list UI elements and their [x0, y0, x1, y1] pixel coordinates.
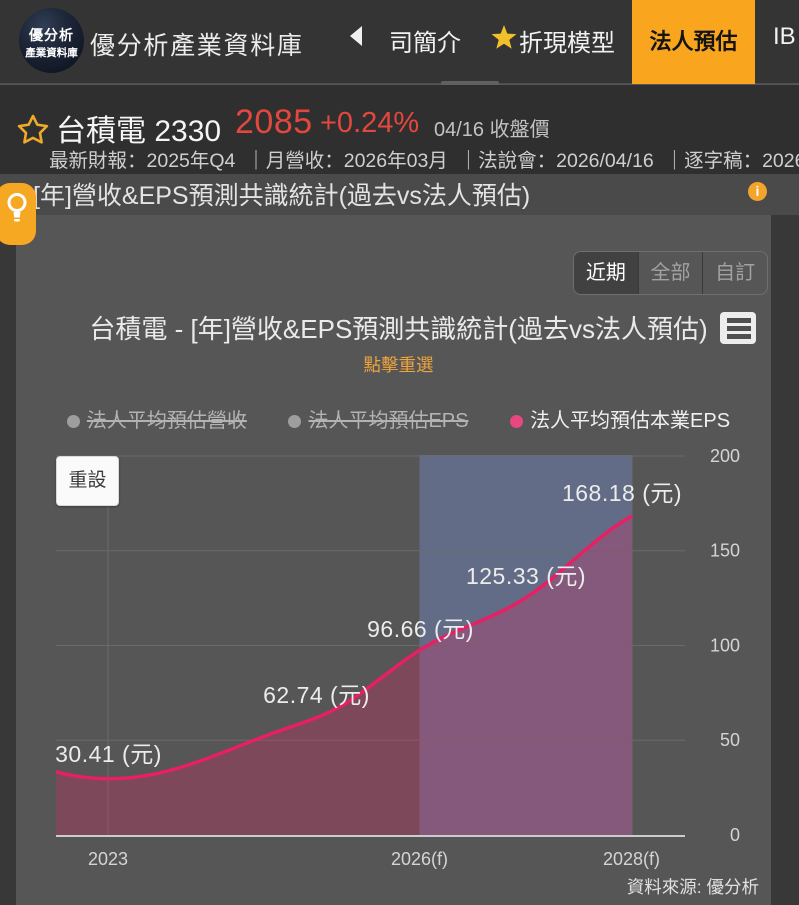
svg-text:2026(f): 2026(f) [391, 849, 448, 869]
svg-text:2023: 2023 [88, 849, 128, 869]
svg-text:150: 150 [710, 541, 740, 561]
svg-text:125.33 (元): 125.33 (元) [466, 563, 586, 589]
svg-text:2028(f): 2028(f) [603, 849, 660, 869]
svg-text:50: 50 [720, 730, 740, 750]
svg-text:62.74 (元): 62.74 (元) [263, 682, 370, 708]
svg-text:200: 200 [710, 446, 740, 466]
svg-text:0: 0 [730, 825, 740, 845]
svg-text:30.41 (元): 30.41 (元) [55, 741, 162, 767]
svg-text:96.66 (元): 96.66 (元) [367, 616, 474, 642]
svg-text:100: 100 [710, 636, 740, 656]
svg-text:168.18 (元): 168.18 (元) [562, 480, 682, 506]
